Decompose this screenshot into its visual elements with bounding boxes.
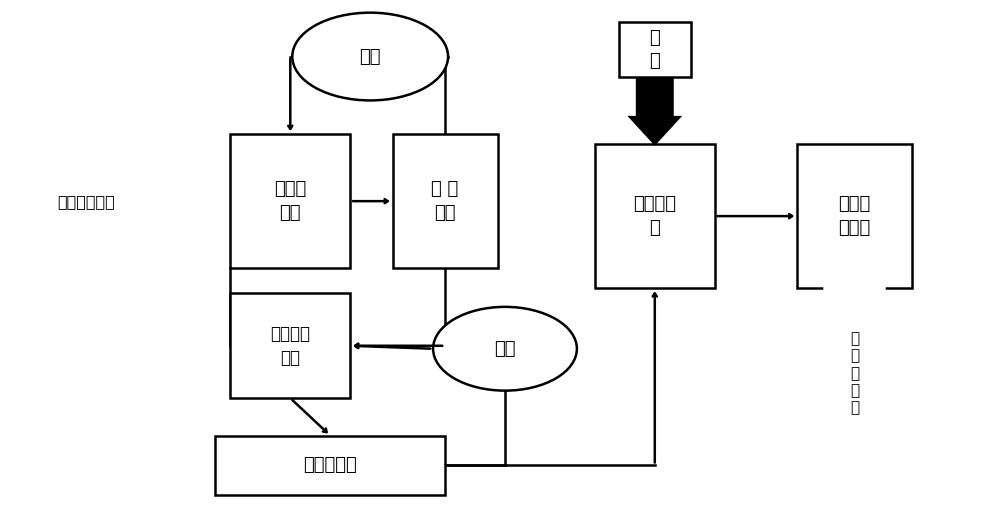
Text: 厌氧氨氧化: 厌氧氨氧化 (303, 456, 357, 474)
Text: 短程反
硝化: 短程反 硝化 (274, 180, 306, 222)
Bar (797, 144, 912, 288)
Bar (230, 134, 350, 268)
Text: 泥水分离
系统: 泥水分离 系统 (270, 325, 310, 366)
Text: 氮
达
标
出
水: 氮 达 标 出 水 (850, 331, 859, 415)
FancyArrow shape (811, 288, 898, 451)
FancyArrow shape (9, 154, 173, 248)
Text: 泥水分
离系统: 泥水分 离系统 (838, 195, 871, 237)
Ellipse shape (433, 307, 577, 390)
Bar (595, 144, 715, 288)
FancyArrow shape (627, 78, 682, 146)
Text: 低碳氮比废水: 低碳氮比废水 (57, 194, 115, 208)
Ellipse shape (292, 13, 448, 101)
Text: 回流: 回流 (494, 340, 516, 358)
Text: 协同反硝
化: 协同反硝 化 (633, 195, 676, 237)
Bar (619, 21, 691, 78)
Text: 回流: 回流 (359, 48, 381, 65)
Bar (393, 134, 498, 268)
Bar (230, 293, 350, 398)
Bar (215, 435, 445, 495)
Text: 碳
源: 碳 源 (649, 29, 660, 71)
Text: 短 程
硝化: 短 程 硝化 (431, 180, 459, 222)
